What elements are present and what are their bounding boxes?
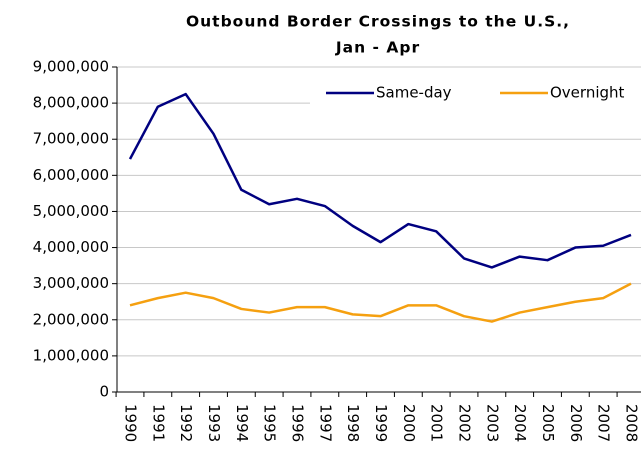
y-tick-label: 1,000,000	[33, 346, 109, 364]
y-tick-label: 2,000,000	[33, 310, 109, 328]
x-tick-label: 1997	[316, 404, 334, 442]
x-tick-label: 2005	[539, 404, 557, 442]
line-series	[128, 92, 632, 269]
y-tick-label: 9,000,000	[33, 58, 109, 76]
chart-title: Jan - Apr	[335, 39, 420, 57]
y-tick-label: 0	[99, 383, 109, 401]
x-tick-label: 2007	[595, 404, 613, 442]
legend-label: Same-day	[376, 84, 452, 102]
x-tick-label: 1992	[177, 404, 195, 442]
x-tick-label: 1994	[233, 404, 251, 442]
x-tick-label: 2006	[567, 404, 585, 442]
legend-label: Overnight	[550, 84, 625, 102]
chart-title: Outbound Border Crossings to the U.S.,	[186, 13, 570, 31]
x-tick-label: 2002	[456, 404, 474, 442]
y-tick-label: 7,000,000	[33, 130, 109, 148]
x-tick-label: 1993	[205, 404, 223, 442]
x-tick-label: 1991	[149, 404, 167, 442]
x-tick-label: 1999	[372, 404, 390, 442]
x-tick-label: 2000	[400, 404, 418, 442]
x-tick-label: 1998	[344, 404, 362, 442]
y-tick-label: 3,000,000	[33, 274, 109, 292]
y-tick-label: 5,000,000	[33, 202, 109, 220]
x-tick-label: 1996	[289, 404, 307, 442]
line-series	[129, 282, 632, 323]
y-tick-label: 8,000,000	[33, 94, 109, 112]
y-tick-label: 4,000,000	[33, 238, 109, 256]
x-tick-label: 2004	[511, 404, 529, 442]
x-tick-label: 2003	[483, 404, 501, 442]
x-tick-label: 2008	[623, 404, 641, 442]
x-tick-label: 1990	[122, 404, 140, 442]
x-tick-label: 1995	[261, 404, 279, 442]
y-tick-label: 6,000,000	[33, 166, 109, 184]
x-tick-label: 2001	[428, 404, 446, 442]
